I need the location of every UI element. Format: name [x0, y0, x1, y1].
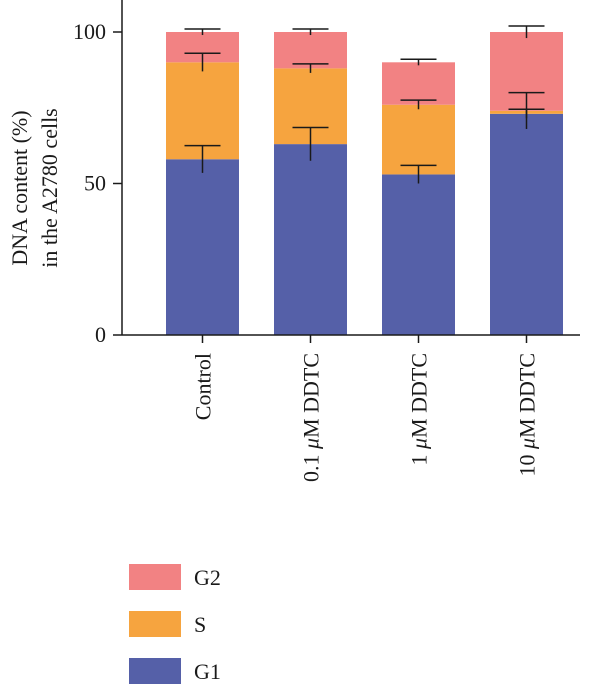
- legend: G2 S G1: [129, 564, 221, 684]
- y-axis-title: DNA content (%) in the A2780 cells: [7, 108, 62, 267]
- bar-s-2: [382, 104, 455, 175]
- legend-label-g2: G2: [194, 565, 221, 590]
- y-axis-title-line2: in the A2780 cells: [37, 108, 62, 267]
- bar-g2-2: [382, 62, 455, 105]
- bar-g1-2: [382, 174, 455, 335]
- bar-g2-1: [274, 32, 347, 69]
- y-tick-label: 100: [73, 19, 106, 44]
- y-tick-label: 50: [84, 171, 106, 196]
- bars-layer: [166, 32, 563, 335]
- bar-s-0: [166, 62, 239, 160]
- bar-g1-1: [274, 144, 347, 335]
- error-bars-layer: [184, 25, 545, 184]
- legend-label-g1: G1: [194, 659, 221, 684]
- x-tick-label: 0.1 μM DDTC: [299, 353, 324, 482]
- x-tick-label: 1 μM DDTC: [407, 353, 432, 466]
- bar-g1-3: [490, 113, 563, 335]
- bar-g1-0: [166, 159, 239, 335]
- x-tick-label: 10 μM DDTC: [515, 353, 540, 477]
- legend-swatch-s: [129, 611, 181, 637]
- legend-swatch-g1: [129, 658, 181, 684]
- y-tick-label: 0: [95, 322, 106, 347]
- y-axis-title-line1: DNA content (%): [7, 110, 32, 265]
- legend-label-s: S: [194, 612, 206, 637]
- legend-swatch-g2: [129, 564, 181, 590]
- y-axis: 0 50 100: [73, 0, 123, 347]
- x-tick-label: Control: [191, 353, 216, 420]
- x-axis: Control 0.1 μM DDTC 1 μM DDTC 10 μM DDTC: [122, 334, 580, 482]
